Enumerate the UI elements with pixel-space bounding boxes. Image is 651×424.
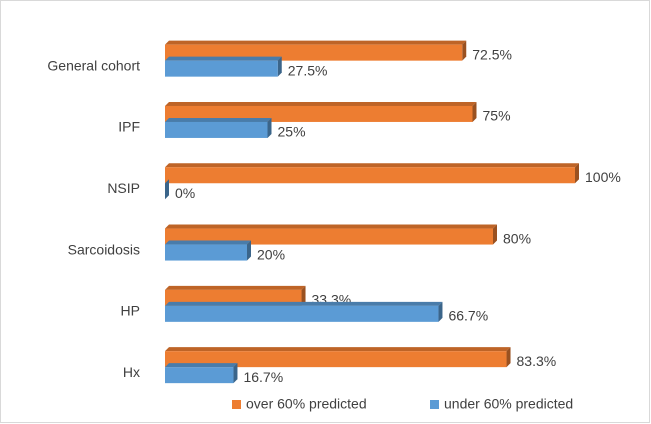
data-label: 20%	[257, 246, 285, 262]
legend-swatch	[430, 400, 439, 409]
bar-side	[267, 117, 272, 138]
bar-front	[165, 351, 507, 368]
bar	[165, 347, 511, 368]
bar-top	[165, 224, 497, 229]
data-label: 25%	[278, 124, 306, 140]
data-label: 80%	[503, 230, 531, 246]
bar-top	[165, 101, 477, 106]
bar-side	[233, 363, 238, 384]
bar-side	[506, 347, 511, 368]
bar-front	[165, 305, 439, 322]
bar	[165, 301, 443, 322]
bar-top	[165, 40, 467, 45]
bar-top	[165, 117, 272, 122]
y-tick-label: HP	[121, 303, 140, 319]
legend-swatch	[232, 400, 241, 409]
bar-top	[165, 240, 251, 245]
bar-side	[247, 240, 251, 261]
y-tick-label: Hx	[123, 364, 140, 380]
bar-front	[165, 121, 268, 138]
bar-side	[472, 101, 477, 122]
data-label: 83.3%	[517, 353, 557, 369]
data-label: 27.5%	[288, 62, 328, 78]
bar-side	[462, 40, 467, 61]
bar-side	[575, 163, 579, 184]
bar	[165, 163, 579, 184]
data-label: 72.5%	[472, 46, 512, 62]
data-label: 16.7%	[243, 369, 283, 385]
legend-label: over 60% predicted	[246, 396, 367, 412]
bar-front	[165, 367, 234, 384]
bar-top	[165, 285, 306, 290]
bar	[165, 117, 272, 138]
bar-top	[165, 163, 579, 168]
bar-side	[165, 179, 169, 200]
bar	[165, 363, 238, 384]
y-tick-label: IPF	[118, 119, 140, 135]
bar-front	[165, 244, 247, 261]
y-tick-label: General cohort	[47, 57, 140, 73]
legend-label: under 60% predicted	[444, 396, 573, 412]
bar-top	[165, 363, 238, 368]
bar-top	[165, 301, 443, 306]
bar	[165, 179, 169, 200]
bar-side	[277, 56, 282, 77]
bar-front	[165, 60, 278, 77]
y-tick-label: NSIP	[107, 180, 140, 196]
data-label: 0%	[175, 185, 195, 201]
data-label: 100%	[585, 169, 621, 185]
bar-side	[438, 301, 443, 322]
y-tick-label: Sarcoidosis	[68, 241, 140, 257]
bar-top	[165, 56, 282, 61]
bar-top	[165, 347, 511, 352]
bar-front	[165, 167, 575, 184]
bar-side	[493, 224, 497, 245]
bar	[165, 240, 251, 261]
data-label: 75%	[483, 108, 511, 124]
bar	[165, 56, 282, 77]
bar-side	[301, 285, 306, 306]
data-label: 66.7%	[448, 308, 488, 324]
